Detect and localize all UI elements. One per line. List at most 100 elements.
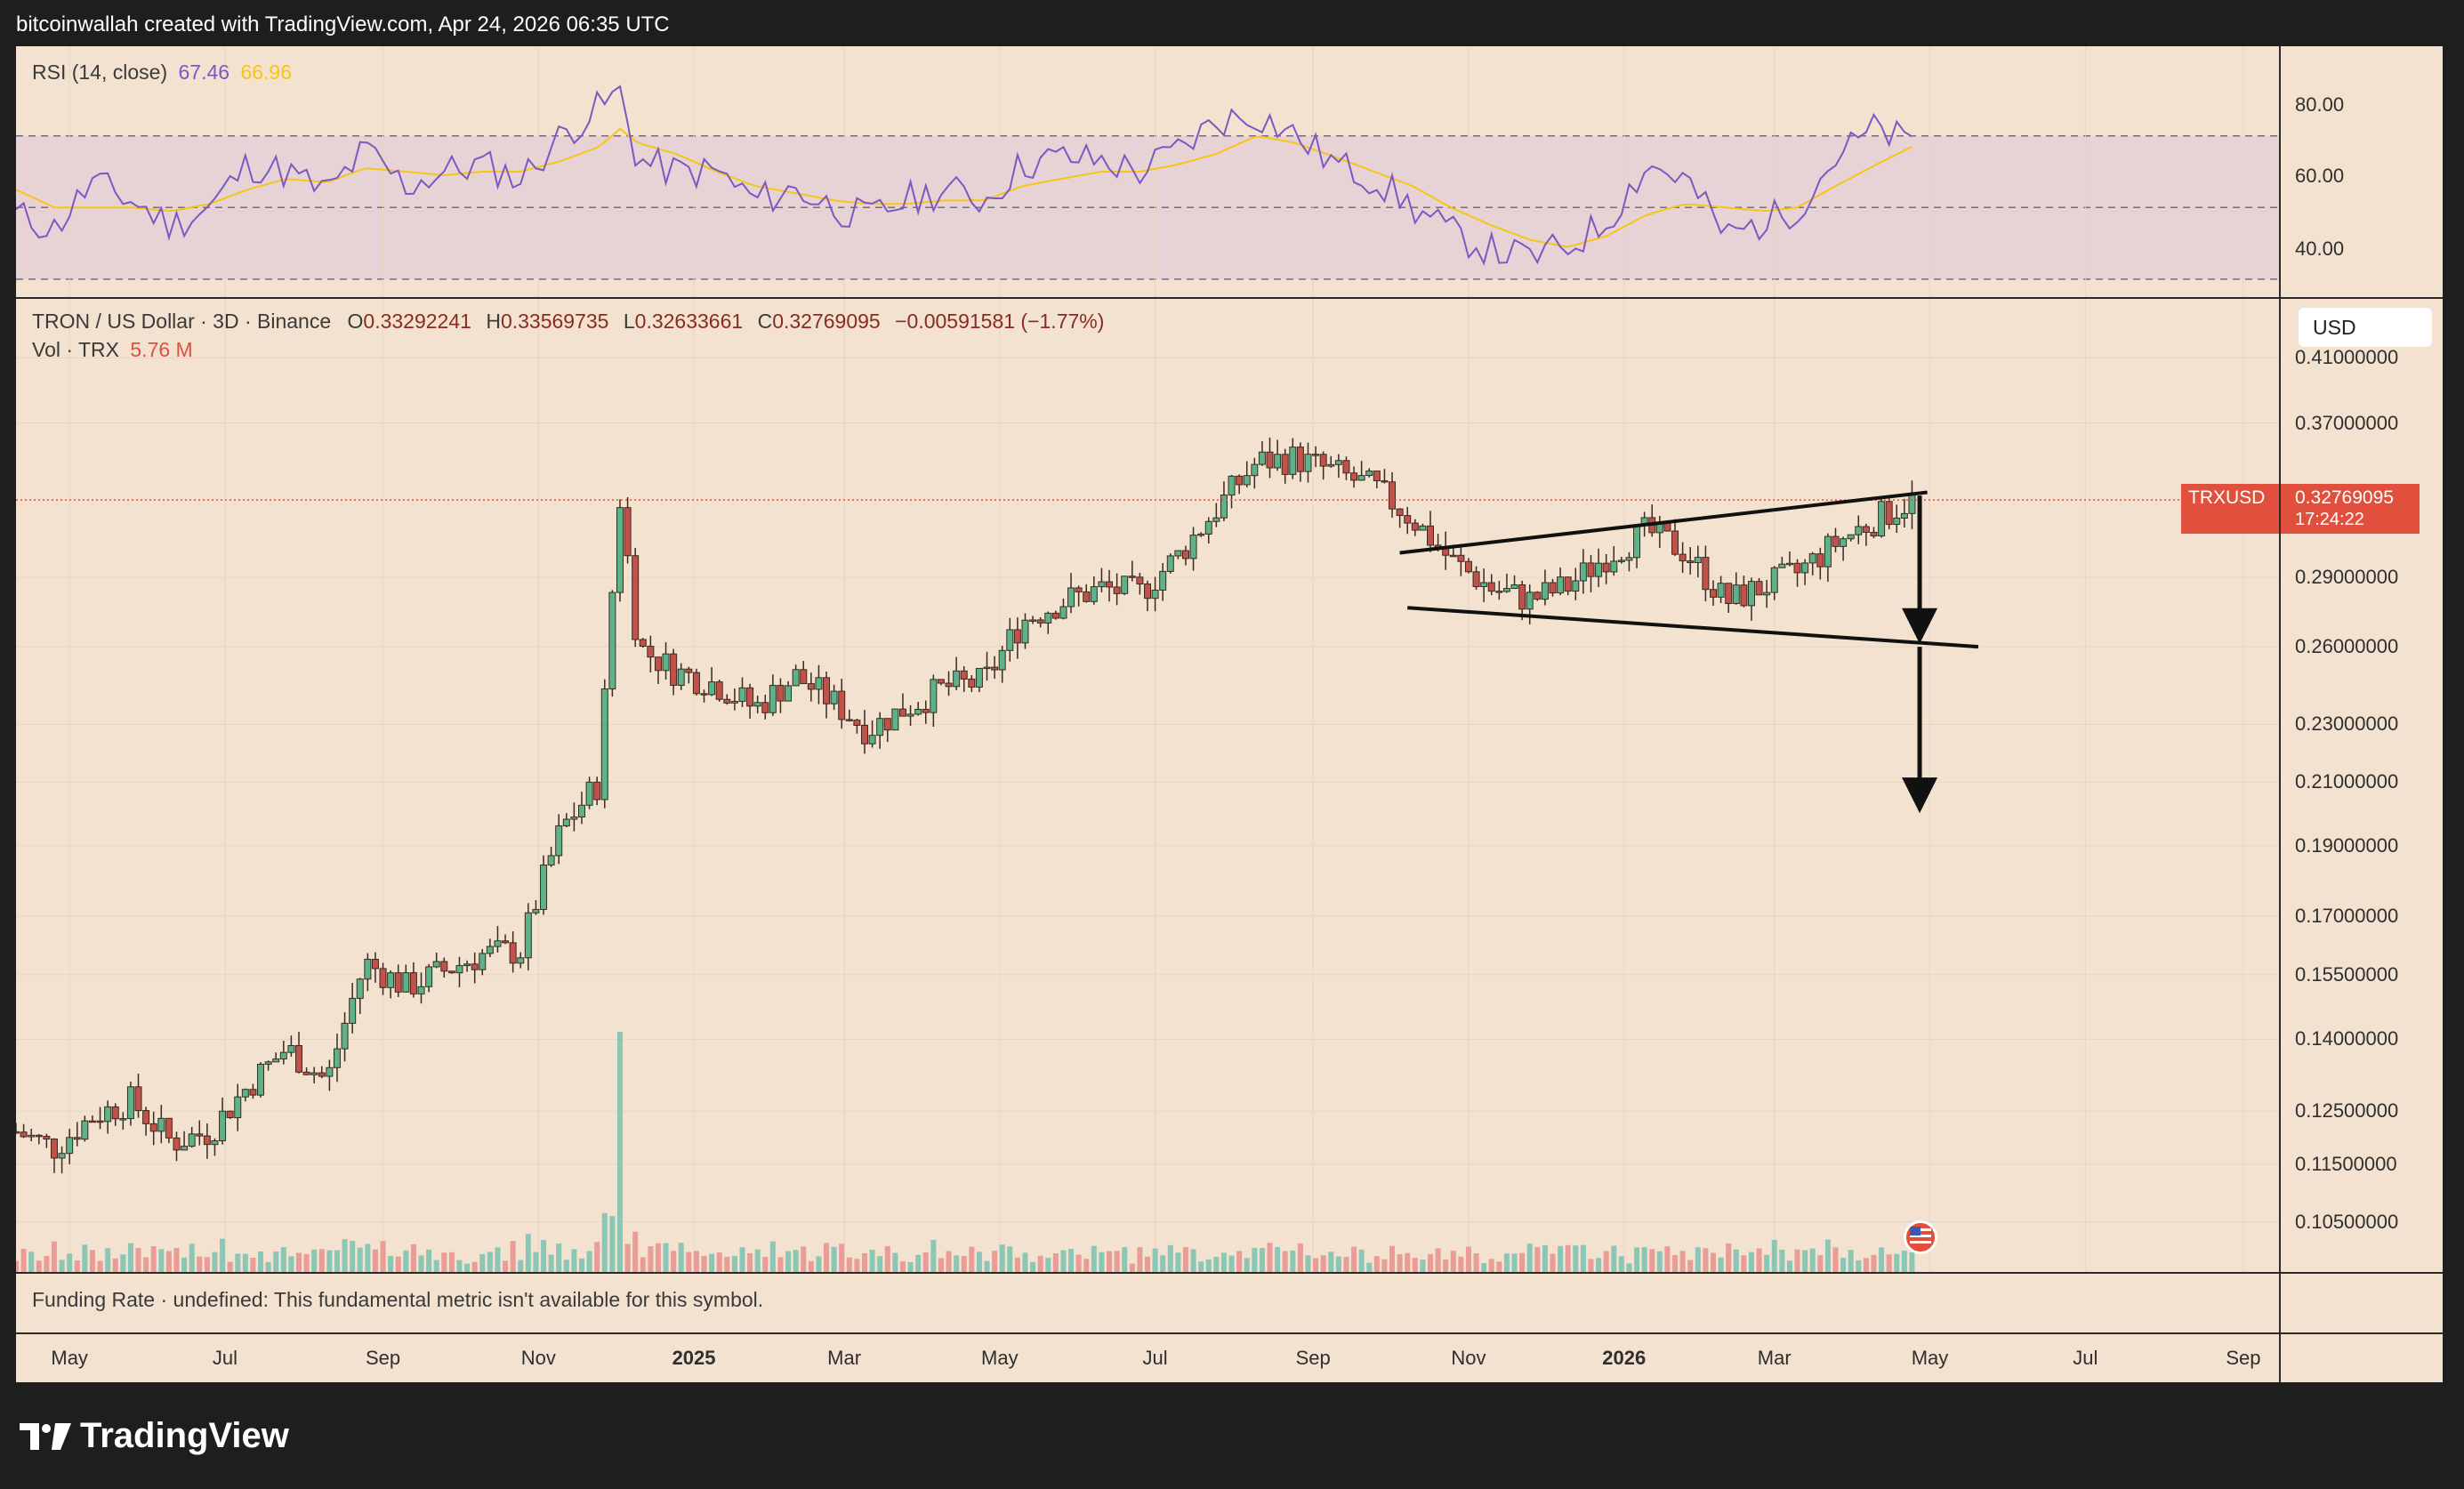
candle (257, 1063, 265, 1096)
volume-bar (1320, 1255, 1326, 1272)
volume-bar (220, 1238, 226, 1272)
candle (66, 1137, 74, 1155)
volume-bar (388, 1255, 394, 1272)
volume-bar (1435, 1248, 1441, 1272)
candle (1396, 508, 1404, 517)
price-axis[interactable]: USD TRXUSD 0.32769095 17:24:22 0.4100000… (2181, 299, 2443, 1272)
candle (1357, 475, 1365, 481)
candle (1128, 575, 1136, 578)
volume-bar (1129, 1263, 1135, 1272)
candle (264, 1061, 272, 1065)
price-tick: 0.17000000 (2295, 904, 2399, 927)
candle (1534, 592, 1542, 600)
time-tick: 2026 (1602, 1347, 1647, 1369)
candle (1564, 576, 1572, 592)
candle (318, 1072, 326, 1077)
candle (585, 781, 593, 806)
candle (219, 1110, 227, 1142)
volume-bar (503, 1260, 509, 1272)
volume-bar (846, 1257, 852, 1272)
volume-bar (1879, 1247, 1885, 1272)
volume-bar (1405, 1252, 1411, 1272)
candle (1266, 451, 1274, 469)
volume-bar (1626, 1263, 1632, 1272)
chart-frame: RSI (14, close) 67.46 66.96 TRON / US Do… (16, 46, 2443, 1382)
volume-bar (655, 1243, 661, 1272)
candle (730, 700, 738, 704)
volume-bar (922, 1252, 929, 1272)
event-flag-icon[interactable] (1904, 1220, 1937, 1254)
candle (203, 1135, 211, 1146)
volume-bar (1503, 1253, 1510, 1272)
volume-bar (1649, 1249, 1655, 1272)
candle (1059, 606, 1067, 619)
volume-bar (143, 1257, 149, 1272)
volume-bar (984, 1260, 990, 1272)
volume-bar (471, 1261, 478, 1272)
volume-bar (693, 1251, 699, 1272)
volume-bar (1726, 1243, 1732, 1272)
candle (310, 1072, 318, 1075)
volume-bar (648, 1246, 654, 1272)
candle (1342, 460, 1350, 474)
candle (509, 942, 517, 964)
candle (1579, 562, 1587, 582)
candle (1281, 454, 1289, 475)
pane-separator[interactable] (16, 1272, 2443, 1274)
volume-bar (1397, 1254, 1403, 1272)
volume-bar (158, 1249, 165, 1272)
rsi-axis[interactable]: 80.00 60.00 40.00 (2281, 46, 2443, 297)
volume-bar (1511, 1253, 1518, 1272)
volume-bar (1840, 1258, 1847, 1272)
candle (1747, 581, 1755, 607)
currency-selector[interactable]: USD (2299, 308, 2432, 347)
volume-value: 5.76 M (130, 338, 193, 361)
volume-bar (1565, 1244, 1571, 1272)
candle (998, 649, 1006, 671)
time-tick: May (981, 1347, 1019, 1369)
volume-bar (1786, 1260, 1792, 1272)
candle (1181, 550, 1189, 559)
volume-bar (1190, 1249, 1196, 1272)
candle (1389, 481, 1397, 510)
rsi-line (16, 85, 1913, 266)
candle (677, 668, 685, 686)
candle (1220, 495, 1228, 519)
candle (1013, 629, 1021, 644)
rsi-ma-value: 66.96 (240, 60, 293, 84)
ohlc-high: H0.33569735 (486, 310, 609, 333)
pane-separator[interactable] (16, 297, 2443, 299)
rsi-pane[interactable]: RSI (14, close) 67.46 66.96 (16, 46, 2279, 297)
candle (1464, 560, 1472, 573)
candle (1694, 557, 1702, 564)
candle (524, 912, 532, 959)
time-axis[interactable]: May Jul Sep Nov 2025 Mar May Jul Sep Nov 2026 Mar Ma… (16, 1334, 2279, 1382)
candle (241, 1089, 249, 1098)
candle (708, 681, 716, 696)
volume-bar (930, 1239, 937, 1272)
volume-bar (1358, 1249, 1365, 1272)
volume-bar (1558, 1245, 1564, 1272)
candle (1197, 533, 1205, 536)
brand-name: TradingView (80, 1416, 289, 1455)
candle (1824, 535, 1832, 567)
volume-bar (907, 1261, 914, 1272)
volume-bar (533, 1252, 539, 1272)
candle (364, 958, 372, 980)
candle (1557, 576, 1565, 594)
volume-bar (1802, 1250, 1808, 1272)
volume-bar (1458, 1256, 1464, 1272)
tradingview-logo: TradingView (20, 1416, 289, 1456)
volume-bar (1496, 1261, 1502, 1272)
volume-bar (303, 1253, 310, 1272)
volume-bar (372, 1249, 378, 1272)
volume-bar (1236, 1251, 1243, 1272)
volume-bar (280, 1247, 286, 1272)
volume-bar (1335, 1256, 1341, 1272)
price-pane[interactable]: TRON / US Dollar · 3D · Binance O0.33292… (16, 299, 2279, 1272)
candle (785, 685, 793, 702)
time-tick: Nov (520, 1347, 556, 1369)
rsi-value: 67.46 (178, 60, 230, 84)
volume-bar (334, 1250, 340, 1272)
volume-bar (999, 1244, 1005, 1272)
